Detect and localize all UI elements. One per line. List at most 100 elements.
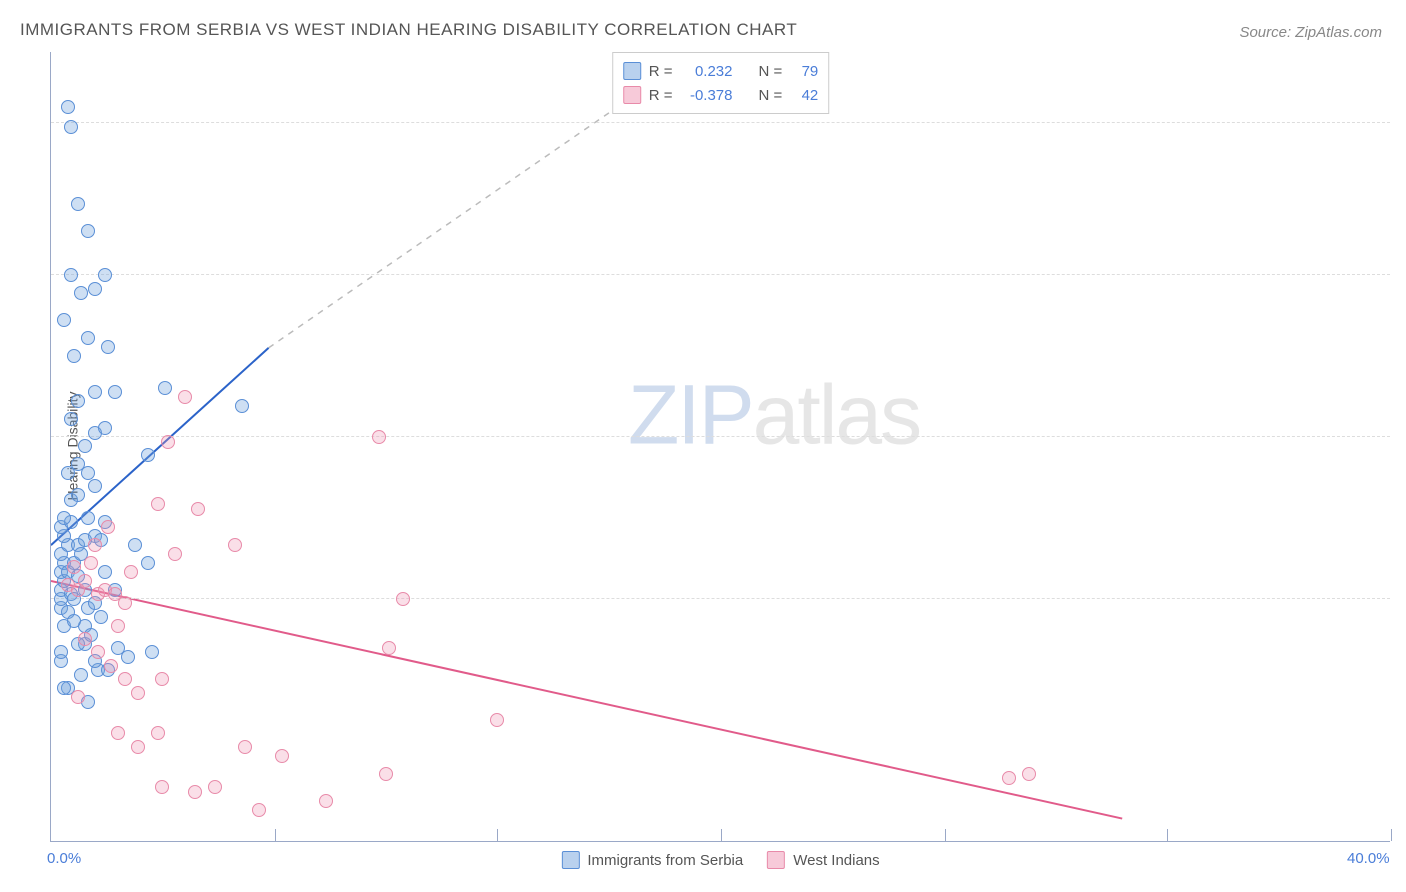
scatter-point [81, 466, 95, 480]
scatter-point [158, 381, 172, 395]
trend-lines [51, 52, 1390, 841]
scatter-point [382, 641, 396, 655]
scatter-point [81, 224, 95, 238]
scatter-point [88, 282, 102, 296]
scatter-point [57, 313, 71, 327]
scatter-point [64, 120, 78, 134]
xtick-label: 0.0% [47, 850, 81, 867]
scatter-point [151, 726, 165, 740]
gridline-h [51, 122, 1390, 123]
watermark: ZIPatlas [628, 366, 920, 463]
swatch-pink-icon [623, 86, 641, 104]
scatter-point [111, 619, 125, 633]
xtick [1167, 829, 1168, 841]
xtick [721, 829, 722, 841]
scatter-point [188, 785, 202, 799]
scatter-point [141, 556, 155, 570]
scatter-point [161, 435, 175, 449]
scatter-point [252, 803, 266, 817]
swatch-blue-icon [623, 62, 641, 80]
scatter-point [104, 659, 118, 673]
scatter-point [275, 749, 289, 763]
scatter-point [57, 511, 71, 525]
scatter-point [94, 610, 108, 624]
r-label: R = [649, 63, 673, 80]
r-label: R = [649, 87, 673, 104]
scatter-point [88, 479, 102, 493]
chart-title: IMMIGRANTS FROM SERBIA VS WEST INDIAN HE… [20, 20, 797, 40]
watermark-zip: ZIP [628, 367, 753, 461]
r-value: -0.378 [681, 87, 733, 104]
scatter-point [71, 488, 85, 502]
scatter-point [78, 439, 92, 453]
watermark-atlas: atlas [753, 367, 920, 461]
scatter-point [191, 502, 205, 516]
scatter-point [64, 412, 78, 426]
scatter-point [396, 592, 410, 606]
scatter-point [81, 331, 95, 345]
plot-area: ZIPatlas R = 0.232 N = 79 R = -0.378 N =… [50, 52, 1390, 842]
stats-row-blue: R = 0.232 N = 79 [623, 59, 819, 83]
swatch-blue-icon [561, 851, 579, 869]
scatter-point [145, 645, 159, 659]
scatter-point [108, 385, 122, 399]
ytick-label: 8.0% [1398, 114, 1406, 131]
scatter-point [155, 672, 169, 686]
scatter-point [168, 547, 182, 561]
scatter-point [67, 349, 81, 363]
scatter-point [67, 614, 81, 628]
scatter-point [490, 713, 504, 727]
scatter-point [141, 448, 155, 462]
ytick-label: 2.7% [1398, 590, 1406, 607]
scatter-point [74, 668, 88, 682]
scatter-point [61, 100, 75, 114]
swatch-pink-icon [767, 851, 785, 869]
ytick-label: 6.3% [1398, 267, 1406, 284]
scatter-point [235, 399, 249, 413]
scatter-point [118, 672, 132, 686]
scatter-point [74, 286, 88, 300]
scatter-point [111, 726, 125, 740]
legend-label: West Indians [793, 852, 879, 869]
xtick-label: 40.0% [1347, 850, 1390, 867]
gridline-h [51, 274, 1390, 275]
scatter-point [71, 197, 85, 211]
ytick-label: 4.5% [1398, 429, 1406, 446]
legend-label: Immigrants from Serbia [587, 852, 743, 869]
scatter-point [128, 538, 142, 552]
scatter-point [67, 560, 81, 574]
scatter-point [101, 340, 115, 354]
scatter-point [121, 650, 135, 664]
scatter-point [88, 538, 102, 552]
n-label: N = [759, 87, 783, 104]
legend-item-blue: Immigrants from Serbia [561, 851, 743, 869]
gridline-h [51, 436, 1390, 437]
scatter-point [131, 740, 145, 754]
scatter-point [78, 574, 92, 588]
source-label: Source: ZipAtlas.com [1239, 24, 1382, 41]
scatter-point [64, 268, 78, 282]
stats-row-pink: R = -0.378 N = 42 [623, 83, 819, 107]
scatter-point [71, 690, 85, 704]
scatter-point [88, 385, 102, 399]
scatter-point [78, 632, 92, 646]
xtick [1391, 829, 1392, 841]
scatter-point [178, 390, 192, 404]
scatter-point [98, 421, 112, 435]
scatter-point [319, 794, 333, 808]
scatter-point [124, 565, 138, 579]
scatter-point [71, 394, 85, 408]
scatter-point [379, 767, 393, 781]
scatter-point [228, 538, 242, 552]
scatter-point [372, 430, 386, 444]
n-label: N = [759, 63, 783, 80]
gridline-h [51, 598, 1390, 599]
n-value: 42 [790, 87, 818, 104]
scatter-point [91, 645, 105, 659]
xtick [497, 829, 498, 841]
scatter-point [1022, 767, 1036, 781]
scatter-point [101, 520, 115, 534]
scatter-point [131, 686, 145, 700]
scatter-point [118, 596, 132, 610]
legend-item-pink: West Indians [767, 851, 879, 869]
